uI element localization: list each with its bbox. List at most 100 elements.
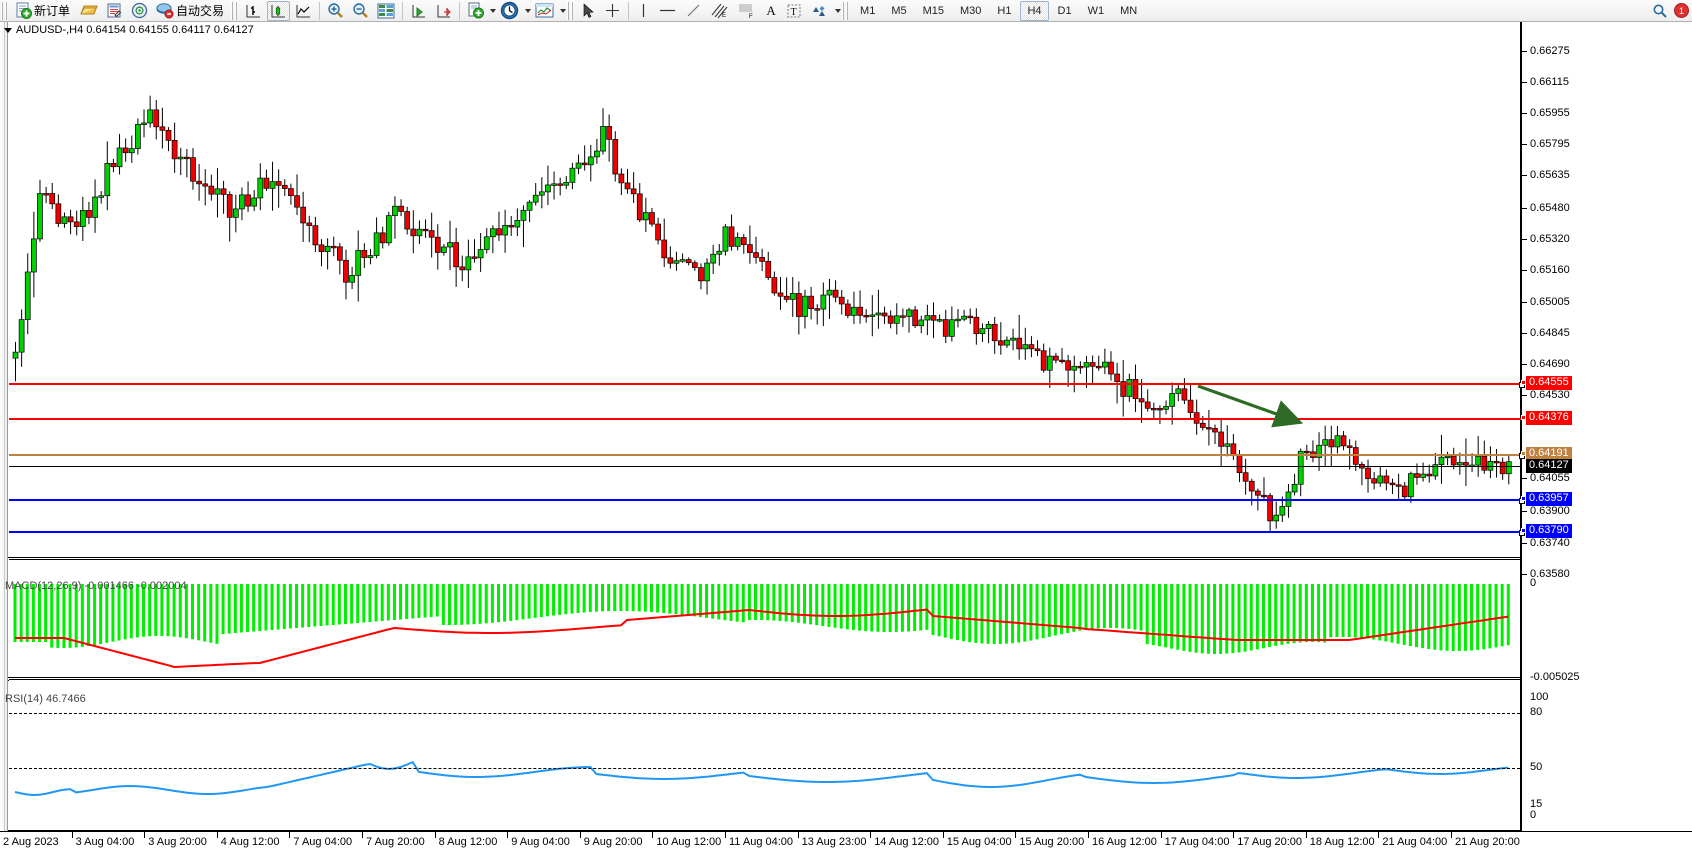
zoom-out-button[interactable] xyxy=(349,1,372,21)
notification-badge[interactable]: 1 xyxy=(1674,3,1689,18)
support-line-2[interactable] xyxy=(9,530,1525,536)
support-line-1[interactable] xyxy=(9,498,1525,504)
timeframe-m1[interactable]: M1 xyxy=(860,4,876,17)
candle-body xyxy=(202,183,209,187)
macd-pane[interactable] xyxy=(9,559,1520,677)
candle-body xyxy=(520,209,527,221)
trendline-tool[interactable] xyxy=(682,1,705,21)
price-level-label-last-price[interactable]: 0.64127 xyxy=(1526,459,1572,473)
templates-dropdown-caret[interactable] xyxy=(560,8,567,13)
indicators-button[interactable] xyxy=(464,1,487,21)
candle-body xyxy=(116,147,123,168)
candle-body xyxy=(930,315,937,321)
candle-body xyxy=(24,271,31,320)
time-scale[interactable]: 2 Aug 2023 3 Aug 04:00 3 Aug 20:00 4 Aug 12… xyxy=(0,831,1692,853)
price-level-label-resistance[interactable]: 0.64376 xyxy=(1521,411,1572,425)
timeframe-d1[interactable]: D1 xyxy=(1057,4,1072,17)
pivot-line[interactable] xyxy=(9,453,1525,459)
candle-body xyxy=(1505,461,1512,475)
terminal-icon xyxy=(107,3,122,17)
crosshair-tool[interactable] xyxy=(601,1,624,21)
toolbar-grip-3[interactable] xyxy=(567,1,575,20)
new-order-button[interactable]: 新订单 xyxy=(12,1,75,21)
candle-body xyxy=(1046,355,1053,371)
chart-menu-triangle-icon[interactable] xyxy=(4,27,12,33)
bar-chart-button[interactable] xyxy=(242,1,265,21)
price-scale[interactable]: 0.66275 0.66115 0.65955 0.65795 0.65635 0.654… xyxy=(1521,22,1692,831)
candle-body xyxy=(1114,373,1120,382)
periodicity-dropdown-caret[interactable] xyxy=(525,8,532,13)
equidistant-channel-tool[interactable]: E xyxy=(707,1,732,21)
candle-body xyxy=(1334,435,1341,448)
candle-body xyxy=(1377,475,1384,484)
zoom-in-button[interactable] xyxy=(324,1,347,21)
line-chart-button[interactable] xyxy=(292,1,315,21)
candle-body xyxy=(1236,454,1243,474)
candle-body xyxy=(630,188,637,195)
candle-body xyxy=(1206,427,1212,430)
candle-body xyxy=(281,184,288,189)
market-watch-button[interactable] xyxy=(128,1,151,21)
price-level-label-resistance[interactable]: 0.64555 xyxy=(1521,376,1572,390)
candle-body xyxy=(1291,483,1298,493)
shapes-dropdown-caret[interactable] xyxy=(835,8,842,13)
shapes-tool[interactable] xyxy=(807,1,832,21)
candle-body xyxy=(385,215,392,244)
timeframe-m5[interactable]: M5 xyxy=(891,4,907,17)
text-tool[interactable]: A xyxy=(766,2,776,18)
price-level-label-pivot[interactable]: 0.64191 xyxy=(1521,447,1572,461)
vertical-line-tool[interactable] xyxy=(633,1,653,21)
terminal-button[interactable] xyxy=(103,1,126,21)
price-tick-label: 0.65635 xyxy=(1530,169,1570,181)
price-level-label-support[interactable]: 0.63957 xyxy=(1521,492,1572,506)
templates-button[interactable] xyxy=(532,1,557,21)
periodicity-button[interactable] xyxy=(497,1,522,21)
resistance-line-2[interactable] xyxy=(9,418,1521,420)
timeframe-mn[interactable]: MN xyxy=(1120,4,1138,17)
timeframe-h1[interactable]: H1 xyxy=(997,4,1012,17)
toolbar-grip[interactable] xyxy=(1,1,8,20)
trend-arrow-annotation[interactable] xyxy=(1196,384,1306,434)
rsi-label: RSI(14) 46.7466 xyxy=(5,693,86,705)
timeframe-m30[interactable]: M30 xyxy=(960,4,982,17)
toolbar-grip-2[interactable] xyxy=(231,1,239,20)
candle-body xyxy=(177,156,184,160)
timeframe-w1[interactable]: W1 xyxy=(1087,4,1105,17)
text-label-tool[interactable]: T xyxy=(783,1,805,21)
cursor-icon xyxy=(583,2,594,18)
time-tick-label: 9 Aug 04:00 xyxy=(511,836,570,848)
indicators-dropdown-caret[interactable] xyxy=(490,8,497,13)
candle-body xyxy=(110,162,117,168)
time-tick xyxy=(362,832,363,838)
candle-body xyxy=(1016,337,1023,350)
candle-body xyxy=(679,259,686,262)
rsi-pane[interactable] xyxy=(9,679,1520,830)
candle-body xyxy=(410,228,417,237)
cursor-tool[interactable] xyxy=(578,1,599,21)
fibonacci-tool[interactable]: F xyxy=(734,1,759,21)
search-button[interactable] xyxy=(1649,1,1671,21)
candle-body xyxy=(1242,472,1249,482)
svg-text:F: F xyxy=(749,14,753,19)
autotrading-button[interactable]: 自动交易 xyxy=(153,1,229,21)
price-tick xyxy=(1522,395,1527,396)
data-window-button[interactable] xyxy=(374,1,398,21)
horizontal-line-tool[interactable] xyxy=(655,1,680,21)
expert-advisors-button[interactable] xyxy=(77,1,101,21)
price-level-label-support[interactable]: 0.63790 xyxy=(1521,524,1572,538)
candle-body xyxy=(955,318,961,322)
time-tick-label: 17 Aug 20:00 xyxy=(1237,836,1303,848)
candle-body xyxy=(838,296,845,305)
toolbar-grip-4[interactable] xyxy=(842,1,850,20)
price-pane[interactable] xyxy=(9,22,1520,557)
candle-body xyxy=(1218,431,1224,447)
chart-shift-button[interactable] xyxy=(432,1,455,21)
search-icon xyxy=(1653,4,1667,18)
candle-body xyxy=(404,211,411,230)
timeframe-h4[interactable]: H4 xyxy=(1020,0,1049,21)
toolbar-separator-3 xyxy=(459,1,461,20)
auto-scroll-button[interactable] xyxy=(407,1,430,21)
timeframe-m15[interactable]: M15 xyxy=(922,4,944,17)
candle-body xyxy=(722,226,729,252)
candlestick-chart-button[interactable] xyxy=(267,0,291,21)
